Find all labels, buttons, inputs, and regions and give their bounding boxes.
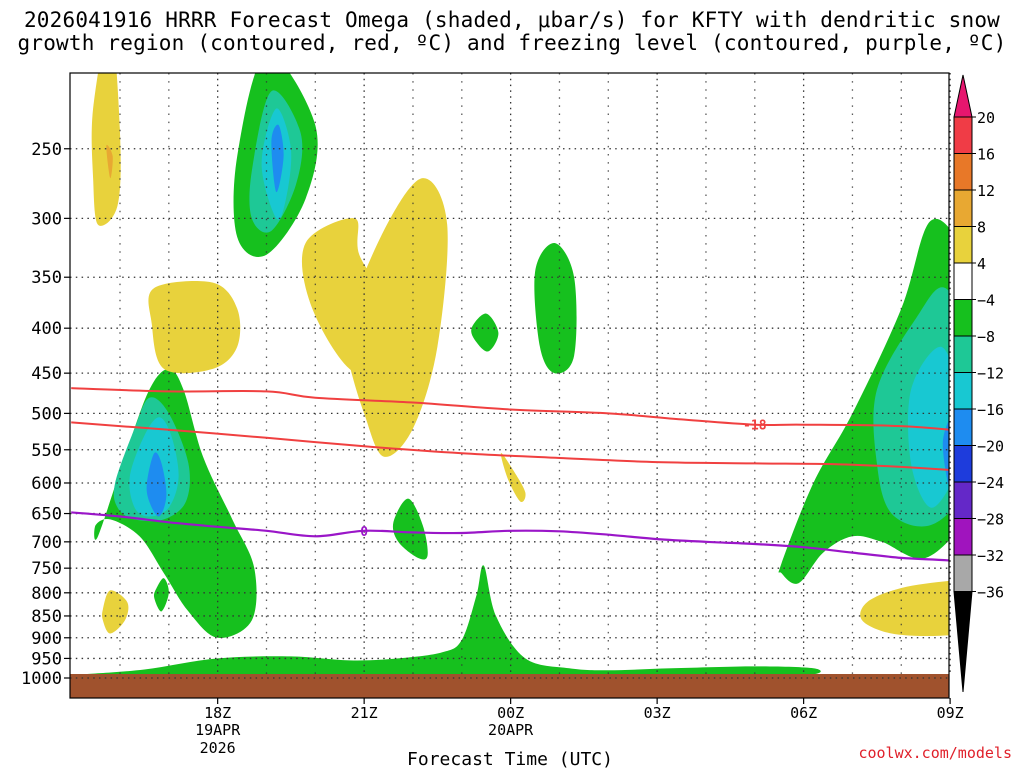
colorbar-top-arrow <box>953 74 973 118</box>
y-tick-label-250: 250 <box>31 140 62 160</box>
x-tick-label-09Z: 09Z <box>937 704 964 722</box>
y-tick-label-600: 600 <box>31 474 62 494</box>
colorbar-label: −28 <box>977 511 1004 529</box>
colorbar-box-1 <box>953 116 973 154</box>
colorbar-box-11 <box>953 481 973 519</box>
y-tick-label-850: 850 <box>31 607 62 627</box>
dendritic-isotherm-1 <box>71 387 949 431</box>
colorbar-label: −36 <box>977 584 1004 602</box>
dendritic-isotherm-2 <box>71 421 949 471</box>
omega-region-19 <box>91 73 121 226</box>
colorbar-label: 16 <box>977 146 995 164</box>
colorbar-box-2 <box>953 153 973 191</box>
y-tick-label-800: 800 <box>31 584 62 604</box>
colorbar-box-4 <box>953 226 973 264</box>
omega-region-24 <box>342 178 448 457</box>
isotherm-label: -18 <box>743 419 767 434</box>
colorbar-label: −8 <box>977 328 995 346</box>
omega-region-20 <box>106 144 113 179</box>
x-tick-sublabel: 2026 <box>200 739 236 757</box>
colorbar-label: −32 <box>977 547 1004 565</box>
ground-surface <box>70 674 949 698</box>
colorbar-bottom-arrow <box>953 591 973 693</box>
x-tick-label-21Z: 21Z <box>351 704 378 722</box>
colorbar-box-3 <box>953 189 973 227</box>
freezing-level-line <box>71 511 949 562</box>
colorbar-label: −20 <box>977 438 1004 456</box>
omega-region-26 <box>860 580 949 637</box>
y-tick-label-1000: 1000 <box>21 669 62 689</box>
colorbar-label: 12 <box>977 182 995 200</box>
x-tick-label-06Z: 06Z <box>790 704 817 722</box>
y-tick-label-550: 550 <box>31 441 62 461</box>
y-tick-label-400: 400 <box>31 319 62 339</box>
chart-title-line-2: growth region (contoured, red, ºC) and f… <box>17 31 1007 55</box>
omega-region-10 <box>392 498 428 560</box>
omega-region-21 <box>148 280 241 374</box>
omega-region-25 <box>500 453 526 503</box>
y-tick-label-500: 500 <box>31 404 62 424</box>
omega-region-9 <box>271 124 284 193</box>
y-tick-label-450: 450 <box>31 364 62 384</box>
y-tick-label-650: 650 <box>31 505 62 525</box>
omega-region-5 <box>153 578 169 612</box>
x-tick-label-03Z: 03Z <box>644 704 671 722</box>
omega-region-11 <box>471 313 499 352</box>
colorbar-box-5 <box>953 262 973 300</box>
x-tick-label-18Z: 18Z <box>204 704 231 722</box>
x-tick-sublabel: 19APR <box>195 721 241 739</box>
x-axis-label: Forecast Time (UTC) <box>407 749 613 768</box>
y-tick-label-300: 300 <box>31 209 62 229</box>
y-tick-label-350: 350 <box>31 268 62 288</box>
colorbar-label: −16 <box>977 401 1004 419</box>
chart-title-line-1: 2026041916 HRRR Forecast Omega (shaded, … <box>23 8 1001 32</box>
x-tick-label-00Z: 00Z <box>497 704 524 722</box>
y-tick-label-900: 900 <box>31 629 62 649</box>
colorbar-box-9 <box>953 408 973 446</box>
omega-region-4 <box>146 452 167 517</box>
omega-region-13 <box>78 565 821 675</box>
y-tick-label-700: 700 <box>31 533 62 553</box>
omega-region-22 <box>102 590 129 634</box>
y-tick-label-950: 950 <box>31 649 62 669</box>
omega-region-18 <box>798 507 812 543</box>
colorbar-label: −24 <box>977 474 1004 492</box>
y-tick-label-750: 750 <box>31 559 62 579</box>
colorbar-box-10 <box>953 445 973 483</box>
colorbar-label: −4 <box>977 292 995 310</box>
colorbar-box-8 <box>953 372 973 410</box>
colorbar-box-12 <box>953 518 973 556</box>
colorbar-box-6 <box>953 299 973 337</box>
omega-region-12 <box>534 242 577 374</box>
colorbar-label: −12 <box>977 365 1004 383</box>
colorbar-box-13 <box>953 554 973 592</box>
freezing-level-label: 0 <box>360 525 368 540</box>
colorbar-label: 8 <box>977 219 986 237</box>
plot-frame <box>69 72 950 699</box>
colorbar-label: 20 <box>977 109 995 127</box>
colorbar-box-7 <box>953 335 973 373</box>
x-tick-sublabel: 20APR <box>488 721 534 739</box>
colorbar-label: 4 <box>977 255 986 273</box>
source-credit: coolwx.com/models <box>858 744 1012 762</box>
